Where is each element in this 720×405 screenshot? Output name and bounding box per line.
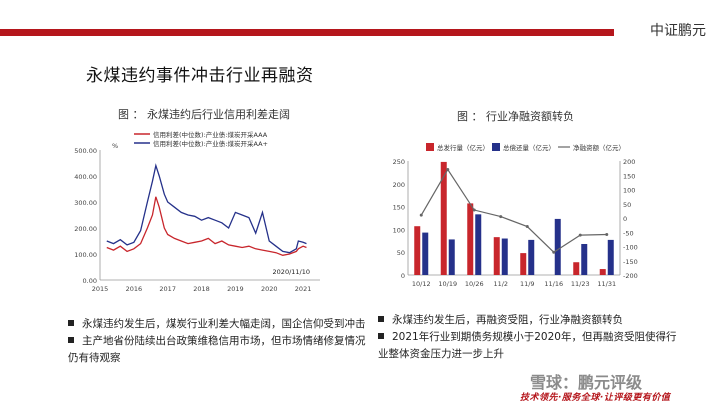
repayment-bar bbox=[448, 239, 455, 275]
right-tick-label: 200 bbox=[623, 158, 635, 166]
repayment-bar bbox=[528, 239, 535, 275]
net-financing-bar-chart: 0 50 100 150 200 250 -200 -150 -100 -50 0 50 100 150 2… bbox=[393, 143, 638, 288]
net-financing-point bbox=[419, 213, 423, 217]
net-financing-point bbox=[525, 225, 529, 229]
x-tick-label: 11/31 bbox=[597, 280, 616, 288]
left-chart-caption: 图 ： 永煤违约后行业信用利差走阔 bbox=[118, 108, 290, 121]
right-tick-label: 150 bbox=[623, 172, 635, 180]
legend-label: 总偿还量（亿元） bbox=[503, 143, 555, 152]
y-tick-label: 200.00 bbox=[74, 225, 97, 233]
repayment-bar bbox=[501, 238, 508, 275]
repayment-bar bbox=[554, 218, 561, 275]
x-tick-label: 2019 bbox=[227, 285, 244, 293]
issuance-bar bbox=[440, 161, 447, 275]
legend-swatch bbox=[426, 143, 434, 151]
square-bullet-icon bbox=[378, 333, 384, 339]
watermark: 雪球：鹏元评级 bbox=[530, 373, 643, 392]
repayment-bar bbox=[581, 243, 588, 275]
legend-swatch bbox=[492, 143, 500, 151]
page-title: 永煤违约事件冲击行业再融资 bbox=[86, 66, 314, 86]
y-tick-label: 500.00 bbox=[74, 147, 97, 155]
net-financing-point bbox=[499, 215, 503, 219]
x-tick-label: 10/19 bbox=[438, 280, 457, 288]
left-tick-label: 0 bbox=[401, 272, 405, 280]
series-line bbox=[106, 163, 307, 254]
x-tick-label: 10/26 bbox=[465, 280, 484, 288]
net-financing-point bbox=[446, 168, 450, 172]
x-tick-label: 11/9 bbox=[520, 280, 535, 288]
brand-name: 中证鹏元 bbox=[650, 23, 706, 39]
spread-line-chart: 0.00 100.00 200.00 300.00 400.00 500.00 2015 20… bbox=[74, 130, 320, 293]
right-tick-label: 50 bbox=[623, 201, 631, 209]
net-financing-line bbox=[420, 168, 607, 253]
repayment-bar bbox=[475, 214, 482, 275]
right-tick-label: -150 bbox=[623, 258, 638, 266]
x-tick-label: 10/12 bbox=[412, 280, 431, 288]
right-bullets: 永煤违约发生后，再融资受阻，行业净融资额转负 2021年行业到期债务规模小于20… bbox=[378, 312, 678, 363]
series-line bbox=[106, 196, 307, 256]
net-financing-point bbox=[552, 250, 556, 254]
right-tick-label: -50 bbox=[623, 229, 634, 237]
legend-label: 净融资额（亿元） bbox=[573, 143, 625, 152]
x-tick-label: 11/2 bbox=[493, 280, 508, 288]
x-tick-label: 2015 bbox=[92, 285, 109, 293]
issuance-bar bbox=[573, 262, 580, 275]
issuance-bar bbox=[520, 253, 527, 275]
legend-label: 信用利差(中位数):产业债:煤炭开采AAA bbox=[153, 130, 268, 139]
net-financing-point bbox=[605, 233, 609, 237]
x-tick-label: 11/23 bbox=[571, 280, 590, 288]
y-tick-label: 0.00 bbox=[83, 277, 97, 285]
repayment-bar bbox=[422, 232, 429, 275]
net-financing-point bbox=[578, 233, 582, 237]
left-tick-label: 100 bbox=[393, 226, 405, 234]
right-chart-caption: 图 ： 行业净融资额转负 bbox=[457, 110, 574, 123]
issuance-bar bbox=[493, 237, 500, 275]
right-tick-label: 100 bbox=[623, 187, 635, 195]
left-tick-label: 250 bbox=[393, 158, 405, 166]
right-tick-label: -100 bbox=[623, 244, 638, 252]
x-tick-label: 2018 bbox=[193, 285, 210, 293]
y-tick-label: 400.00 bbox=[74, 173, 97, 181]
repayment-bar bbox=[607, 239, 614, 275]
bullet-item: 2021年行业到期债务规模小于2020年，但再融资受阻使得行业整体资金压力进一步… bbox=[378, 331, 677, 360]
legend-label: 总发行量（亿元） bbox=[437, 143, 489, 152]
y-tick-label: 100.00 bbox=[74, 251, 97, 259]
square-bullet-icon bbox=[378, 316, 384, 322]
header-accent-bar bbox=[0, 29, 614, 36]
x-tick-label: 2020 bbox=[261, 285, 278, 293]
left-bullets: 永煤违约发生后，煤炭行业利差大幅走阔，国企信仰受到冲击 主产地省份陆续出台政策维… bbox=[68, 316, 368, 367]
x-tick-label: 2016 bbox=[126, 285, 143, 293]
issuance-bar bbox=[599, 269, 606, 275]
issuance-bar bbox=[414, 226, 421, 275]
bullet-item: 永煤违约发生后，再融资受阻，行业净融资额转负 bbox=[378, 312, 678, 329]
x-tick-label: 2017 bbox=[159, 285, 176, 293]
square-bullet-icon bbox=[68, 320, 74, 326]
y-unit-label: % bbox=[112, 142, 118, 150]
left-tick-label: 200 bbox=[393, 181, 405, 189]
right-tick-label: 0 bbox=[623, 215, 627, 223]
bullet-item: 永煤违约发生后，煤炭行业利差大幅走阔，国企信仰受到冲击 bbox=[68, 316, 368, 333]
issuance-bar bbox=[467, 203, 474, 275]
left-tick-label: 150 bbox=[393, 204, 405, 212]
right-tick-label: -200 bbox=[623, 272, 638, 280]
y-tick-label: 300.00 bbox=[74, 199, 97, 207]
legend-label: 信用利差(中位数):产业债:煤炭开采AA+ bbox=[153, 139, 268, 148]
left-tick-label: 50 bbox=[397, 249, 405, 257]
square-bullet-icon bbox=[68, 337, 74, 343]
date-annotation: 2020/11/10 bbox=[273, 268, 310, 276]
footer-slogan: 技术领先·服务全球·让评级更有价值 bbox=[520, 393, 671, 403]
net-financing-point bbox=[472, 208, 476, 212]
x-tick-label: 11/16 bbox=[544, 280, 563, 288]
bullet-item: 主产地省份陆续出台政策维稳信用市场，但市场情绪修复情况仍有待观察 bbox=[68, 335, 366, 364]
x-tick-label: 2021 bbox=[295, 285, 312, 293]
